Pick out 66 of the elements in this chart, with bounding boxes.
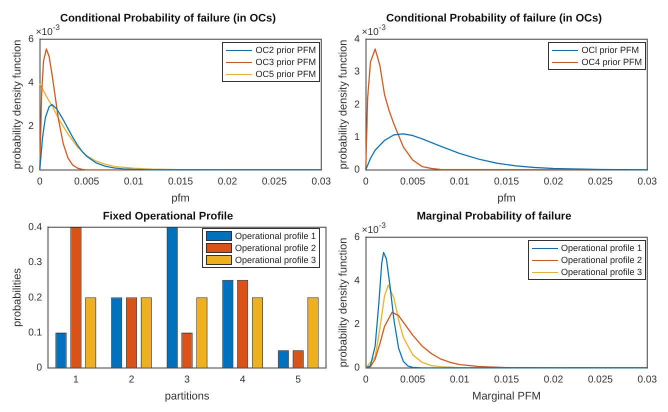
- x-tick-label: 0.025: [262, 176, 288, 188]
- y-tick-label: 4: [354, 34, 360, 45]
- chart-title: Conditional Probability of failure (in OCs): [60, 12, 276, 25]
- x-tick-label: 0.015: [494, 374, 520, 386]
- x-axis-title: partitions: [164, 390, 210, 402]
- y-tick-label: 6: [28, 34, 34, 45]
- y-tick-label: 2: [28, 121, 34, 132]
- y-tick-label: 0: [28, 164, 34, 176]
- legend-label: Operational profile 2: [234, 242, 316, 254]
- legend-label: Operational profile 3: [234, 254, 316, 266]
- x-tick-label: 3: [184, 374, 190, 386]
- y-axis-title: probabilities: [12, 268, 24, 327]
- x-tick-label: 0.01: [450, 176, 470, 188]
- legend-label: Operational profile 1: [560, 242, 642, 254]
- y-axis-title: probability density function: [338, 238, 350, 368]
- legend-label: Operational profile 1: [234, 230, 316, 242]
- y-tick-label: 2: [354, 319, 360, 330]
- x-tick-label: 0.03: [312, 176, 332, 188]
- y-tick-label: 0: [36, 362, 43, 374]
- x-tick-label: 0.025: [588, 374, 614, 386]
- x-tick-label: 0: [362, 176, 369, 188]
- x-tick-label: 0.015: [168, 176, 194, 188]
- y-tick-label: 0.3: [28, 257, 43, 268]
- legend-label: OC3 prior PFM: [255, 56, 316, 68]
- y-tick-label: 4: [354, 275, 360, 286]
- y-tick-label: 0.2: [28, 292, 43, 304]
- x-tick-label: 0: [362, 374, 369, 386]
- x-tick-label: 0.015: [494, 176, 520, 188]
- x-tick-label: 0.02: [218, 176, 238, 188]
- y-axis-title: probability density function: [12, 40, 24, 170]
- legend-label: Operational profile 2: [560, 254, 642, 266]
- x-tick-label: 0.01: [450, 374, 470, 386]
- x-tick-label: 0.005: [400, 374, 426, 386]
- x-tick-label: 0.005: [400, 176, 426, 188]
- x-tick-label: 0.01: [124, 176, 144, 188]
- x-tick-label: 0.005: [74, 176, 100, 188]
- chart-title: Marginal Probability of failure: [416, 210, 572, 223]
- legend-label: OC2 prior PFM: [255, 44, 316, 56]
- x-tick-label: 0.02: [544, 176, 564, 188]
- y-tick-label: 2: [354, 99, 360, 110]
- legend-label: OCl prior PFM: [581, 44, 639, 56]
- y-tick-label: 0.1: [28, 327, 43, 338]
- chart-title: Conditional Probability of failure (in OCs): [386, 12, 602, 25]
- x-tick-label: 5: [295, 374, 302, 386]
- x-axis-title: Marginal PFM: [472, 390, 541, 402]
- x-tick-label: 1: [73, 374, 80, 386]
- y-tick-label: 4: [28, 77, 34, 88]
- y-tick-label: 0: [354, 164, 360, 176]
- x-axis-title: pfm: [497, 192, 516, 204]
- x-tick-label: 0.02: [544, 374, 564, 386]
- y-axis-title: probability density function: [338, 40, 350, 170]
- legend-label: OC5 prior PFM: [255, 68, 316, 80]
- x-tick-label: 0.03: [638, 176, 658, 188]
- y-tick-label: 6: [354, 232, 360, 243]
- legend-label: Operational profile 3: [560, 266, 642, 278]
- x-tick-label: 2: [128, 374, 135, 386]
- y-tick-label: 0: [354, 362, 360, 374]
- chart-title: Fixed Operational Profile: [102, 210, 234, 223]
- x-tick-label: 4: [240, 374, 246, 386]
- x-tick-label: 0.025: [588, 176, 614, 188]
- y-tick-label: 3: [354, 66, 360, 78]
- y-tick-label: 1: [354, 132, 360, 143]
- legend-label: OC4 prior PFM: [581, 56, 642, 68]
- x-axis-title: pfm: [171, 192, 190, 204]
- y-tick-label: 0.4: [28, 222, 43, 233]
- x-tick-label: 0.03: [638, 374, 658, 386]
